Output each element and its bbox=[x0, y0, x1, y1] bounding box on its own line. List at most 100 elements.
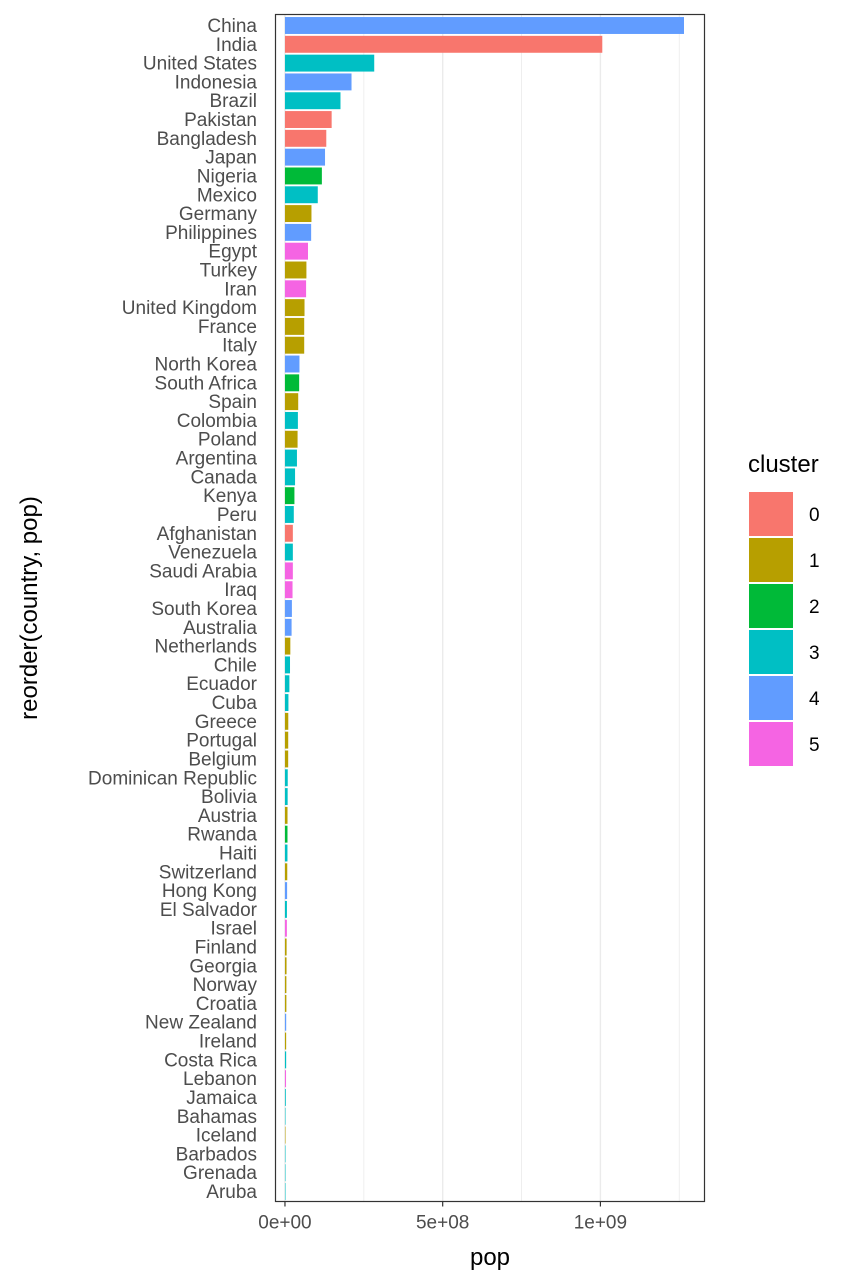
y-tick-label-31: South Korea bbox=[151, 599, 257, 620]
bar-42 bbox=[284, 806, 288, 824]
bar-61 bbox=[284, 1164, 286, 1182]
x-tick-label-1: 5e+08 bbox=[416, 1213, 469, 1234]
bar-29 bbox=[284, 562, 293, 580]
bar-57 bbox=[284, 1089, 286, 1106]
bar-25 bbox=[284, 487, 295, 505]
y-tick-label-12: Egypt bbox=[208, 242, 257, 263]
y-tick-label-47: El Salvador bbox=[160, 900, 258, 921]
y-tick-label-4: Brazil bbox=[209, 91, 257, 112]
y-tick-label-45: Switzerland bbox=[159, 862, 257, 883]
bar-13 bbox=[284, 261, 307, 279]
bar-51 bbox=[284, 976, 287, 994]
legend: cluster 0 1 2 3 4 5 bbox=[748, 451, 820, 766]
bar-17 bbox=[284, 336, 305, 354]
bar-38 bbox=[284, 731, 289, 749]
bar-3 bbox=[284, 73, 352, 91]
y-axis-title: reorder(country, pop) bbox=[16, 496, 43, 720]
bar-9 bbox=[284, 186, 318, 204]
bar-52 bbox=[284, 994, 287, 1012]
y-tick-label-6: Bangladesh bbox=[157, 129, 257, 150]
y-tick-label-20: Spain bbox=[208, 392, 257, 413]
bar-23 bbox=[284, 449, 297, 467]
bar-14 bbox=[284, 280, 307, 298]
y-tick-label-52: Croatia bbox=[196, 994, 258, 1015]
y-tick-label-0: China bbox=[207, 16, 257, 37]
y-tick-label-18: North Korea bbox=[155, 355, 258, 376]
y-tick-label-11: Philippines bbox=[165, 223, 257, 244]
legend-label-1: 1 bbox=[809, 551, 820, 572]
x-tick-label-2: 1e+09 bbox=[574, 1213, 627, 1234]
y-tick-label-16: France bbox=[198, 317, 257, 338]
legend-label-5: 5 bbox=[809, 735, 820, 756]
y-tick-label-27: Afghanistan bbox=[157, 524, 257, 545]
y-tick-label-42: Austria bbox=[198, 806, 258, 827]
bar-56 bbox=[284, 1070, 287, 1088]
y-tick-label-24: Canada bbox=[190, 467, 257, 488]
y-tick-label-59: Iceland bbox=[196, 1126, 257, 1147]
bar-54 bbox=[284, 1032, 287, 1050]
bar-43 bbox=[284, 825, 288, 843]
bar-20 bbox=[284, 393, 299, 411]
bar-60 bbox=[284, 1145, 286, 1163]
y-tick-label-28: Venezuela bbox=[168, 543, 257, 564]
bar-24 bbox=[284, 468, 296, 486]
bar-33 bbox=[284, 637, 291, 655]
bar-21 bbox=[284, 411, 298, 429]
y-tick-label-19: South Africa bbox=[155, 373, 258, 394]
y-tick-label-14: Iran bbox=[224, 279, 257, 300]
y-tick-label-61: Grenada bbox=[183, 1163, 257, 1184]
bars bbox=[284, 17, 684, 1200]
legend-label-0: 0 bbox=[809, 505, 820, 526]
bar-46 bbox=[284, 882, 288, 900]
bar-0 bbox=[284, 17, 684, 34]
bar-28 bbox=[284, 543, 293, 561]
legend-key-0 bbox=[749, 492, 793, 536]
bar-34 bbox=[284, 656, 291, 674]
y-tick-label-10: Germany bbox=[179, 204, 258, 225]
y-tick-label-21: Colombia bbox=[177, 411, 258, 432]
y-tick-label-62: Aruba bbox=[206, 1182, 257, 1203]
bar-6 bbox=[284, 129, 327, 147]
y-tick-label-33: Netherlands bbox=[155, 637, 257, 658]
y-tick-label-23: Argentina bbox=[176, 449, 258, 470]
bar-16 bbox=[284, 317, 305, 335]
legend-key-1 bbox=[749, 538, 793, 582]
y-tick-label-51: Norway bbox=[193, 975, 258, 996]
y-tick-label-9: Mexico bbox=[197, 185, 257, 206]
bar-45 bbox=[284, 863, 288, 881]
bar-35 bbox=[284, 675, 290, 693]
y-tick-label-37: Greece bbox=[195, 712, 257, 733]
bar-5 bbox=[284, 111, 332, 128]
y-tick-label-60: Barbados bbox=[176, 1144, 257, 1165]
bar-18 bbox=[284, 355, 300, 373]
bar-31 bbox=[284, 600, 292, 617]
bar-36 bbox=[284, 694, 289, 711]
y-tick-label-25: Kenya bbox=[203, 486, 257, 507]
y-tick-label-41: Bolivia bbox=[201, 787, 257, 808]
plot-panel-border bbox=[274, 13, 706, 1203]
bar-10 bbox=[284, 205, 312, 223]
bar-12 bbox=[284, 242, 308, 260]
legend-label-4: 4 bbox=[809, 689, 820, 710]
y-tick-label-40: Dominican Republic bbox=[88, 768, 257, 789]
x-tick-label-0: 0e+00 bbox=[258, 1213, 311, 1234]
bar-11 bbox=[284, 223, 312, 241]
y-tick-label-44: Haiti bbox=[219, 843, 257, 864]
y-tick-label-13: Turkey bbox=[200, 260, 258, 281]
y-tick-label-56: Lebanon bbox=[183, 1069, 257, 1090]
y-tick-label-15: United Kingdom bbox=[122, 298, 257, 319]
y-tick-label-54: Ireland bbox=[199, 1032, 257, 1053]
legend-key-5 bbox=[749, 722, 793, 766]
y-tick-label-58: Bahamas bbox=[177, 1107, 257, 1128]
legend-label-2: 2 bbox=[809, 597, 820, 618]
bar-7 bbox=[284, 148, 326, 166]
bar-4 bbox=[284, 92, 341, 110]
y-tick-label-43: Rwanda bbox=[187, 825, 257, 846]
bar-41 bbox=[284, 788, 288, 806]
bar-37 bbox=[284, 712, 289, 730]
y-tick-label-1: India bbox=[216, 35, 258, 56]
bar-8 bbox=[284, 167, 322, 185]
y-tick-label-48: Israel bbox=[211, 919, 257, 940]
